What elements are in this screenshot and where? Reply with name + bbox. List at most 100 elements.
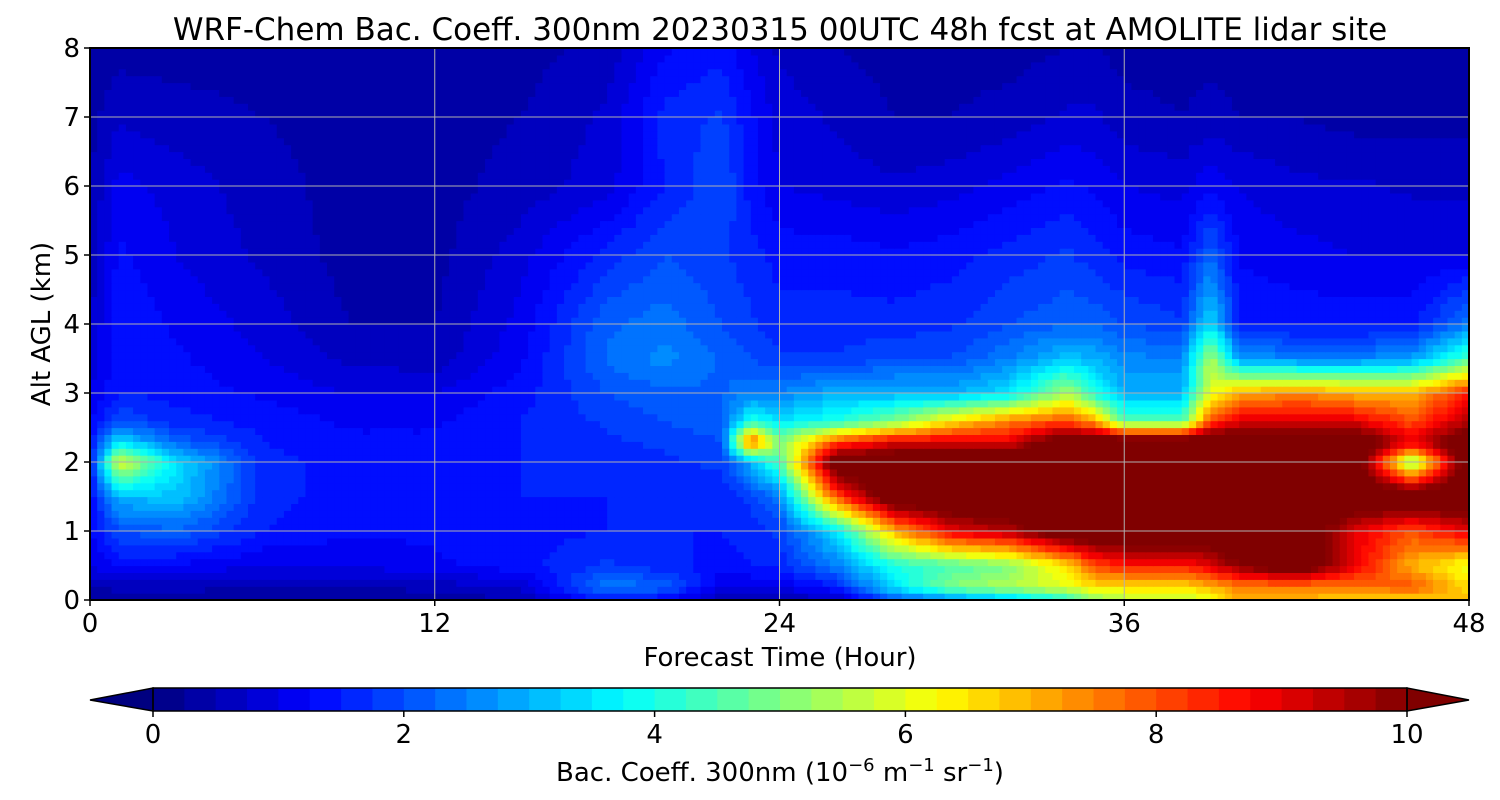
heatmap-cell	[1138, 503, 1147, 511]
heatmap-cell	[908, 482, 917, 491]
heatmap-cell	[305, 475, 314, 484]
heatmap-cell	[1196, 496, 1204, 504]
heatmap-cell	[190, 593, 199, 600]
heatmap-cell	[966, 475, 975, 484]
heatmap-cell	[1296, 475, 1305, 484]
heatmap-cell	[1454, 475, 1463, 484]
heatmap-cell	[513, 565, 522, 573]
heatmap-cell	[1088, 441, 1097, 449]
heatmap-cell	[1217, 579, 1226, 587]
heatmap-cell	[97, 455, 105, 463]
heatmap-cell	[571, 448, 579, 456]
heatmap-cell	[348, 482, 357, 491]
heatmap-cell	[671, 517, 680, 525]
heatmap-cell	[219, 517, 228, 525]
heatmap-cell	[520, 448, 529, 456]
heatmap-cell	[463, 462, 472, 470]
heatmap-cell	[1246, 468, 1255, 477]
heatmap-cell	[370, 468, 378, 477]
heatmap-cell	[959, 462, 967, 470]
heatmap-cell	[1196, 434, 1204, 442]
heatmap-cell	[506, 434, 515, 442]
heatmap-cell	[434, 551, 443, 560]
heatmap-cell	[614, 448, 623, 456]
heatmap-cell	[1117, 441, 1125, 449]
heatmap-cell	[118, 558, 127, 567]
heatmap-cell	[463, 448, 472, 456]
heatmap-cell	[894, 579, 903, 587]
heatmap-cell	[671, 524, 680, 532]
heatmap-cell	[298, 544, 307, 553]
heatmap-cell	[1346, 572, 1355, 580]
heatmap-cell	[291, 468, 299, 477]
heatmap-cell	[334, 448, 342, 456]
heatmap-cell	[1030, 565, 1039, 573]
heatmap-cell	[1160, 517, 1168, 525]
heatmap-cell	[542, 489, 551, 498]
heatmap-cell	[269, 420, 278, 429]
heatmap-cell	[1023, 475, 1032, 484]
heatmap-cell	[621, 448, 630, 456]
heatmap-cell	[607, 503, 615, 511]
heatmap-cell	[930, 579, 939, 587]
heatmap-cell	[413, 448, 421, 456]
heatmap-cell	[535, 510, 544, 518]
heatmap-cell	[1066, 572, 1075, 580]
heatmap-cell	[1109, 434, 1118, 442]
heatmap-cell	[1231, 420, 1240, 429]
heatmap-cell	[757, 468, 766, 477]
heatmap-cell	[1447, 420, 1456, 429]
heatmap-cell	[923, 427, 931, 435]
heatmap-cell	[571, 551, 579, 560]
heatmap-cell	[959, 475, 967, 484]
heatmap-cell	[1217, 496, 1226, 504]
heatmap-cell	[125, 531, 134, 539]
heatmap-cell	[1124, 565, 1133, 573]
heatmap-cell	[370, 510, 378, 518]
heatmap-cell	[341, 482, 350, 491]
heatmap-cell	[542, 517, 551, 525]
heatmap-cell	[1296, 489, 1305, 498]
heatmap-cell	[140, 420, 149, 429]
heatmap-cell	[298, 558, 307, 567]
heatmap-cell	[240, 462, 249, 470]
heatmap-cell	[650, 482, 658, 491]
heatmap-cell	[872, 482, 881, 491]
heatmap-cell	[678, 489, 687, 498]
heatmap-cell	[398, 510, 407, 518]
heatmap-cell	[513, 462, 522, 470]
heatmap-cell	[1145, 475, 1154, 484]
heatmap-cell	[973, 510, 982, 518]
heatmap-cell	[908, 551, 917, 560]
heatmap-cell	[535, 427, 544, 435]
heatmap-cell	[1009, 537, 1018, 546]
heatmap-cell	[614, 531, 623, 539]
heatmap-cell	[97, 531, 105, 539]
heatmap-cell	[413, 468, 421, 477]
heatmap-cell	[944, 427, 953, 435]
heatmap-cell	[743, 544, 752, 553]
heatmap-cell	[1447, 462, 1456, 470]
heatmap-cell	[1188, 434, 1197, 442]
heatmap-cell	[1260, 468, 1269, 477]
heatmap-cell	[125, 524, 134, 532]
heatmap-cell	[1196, 524, 1204, 532]
heatmap-cell	[118, 455, 127, 463]
heatmap-cell	[1152, 475, 1161, 484]
heatmap-cell	[801, 551, 809, 560]
heatmap-cell	[269, 482, 278, 491]
heatmap-cell	[334, 468, 342, 477]
heatmap-cell	[1275, 482, 1283, 491]
heatmap-cell	[262, 489, 271, 498]
heatmap-cell	[355, 489, 364, 498]
heatmap-cell	[212, 524, 220, 532]
heatmap-cell	[240, 551, 249, 560]
heatmap-cell	[499, 489, 508, 498]
heatmap-cell	[571, 510, 579, 518]
heatmap-cell	[1045, 434, 1054, 442]
heatmap-cell	[966, 524, 975, 532]
heatmap-cell	[1167, 455, 1176, 463]
heatmap-cell	[664, 489, 673, 498]
heatmap-cell	[714, 593, 723, 600]
heatmap-cell	[1339, 572, 1348, 580]
